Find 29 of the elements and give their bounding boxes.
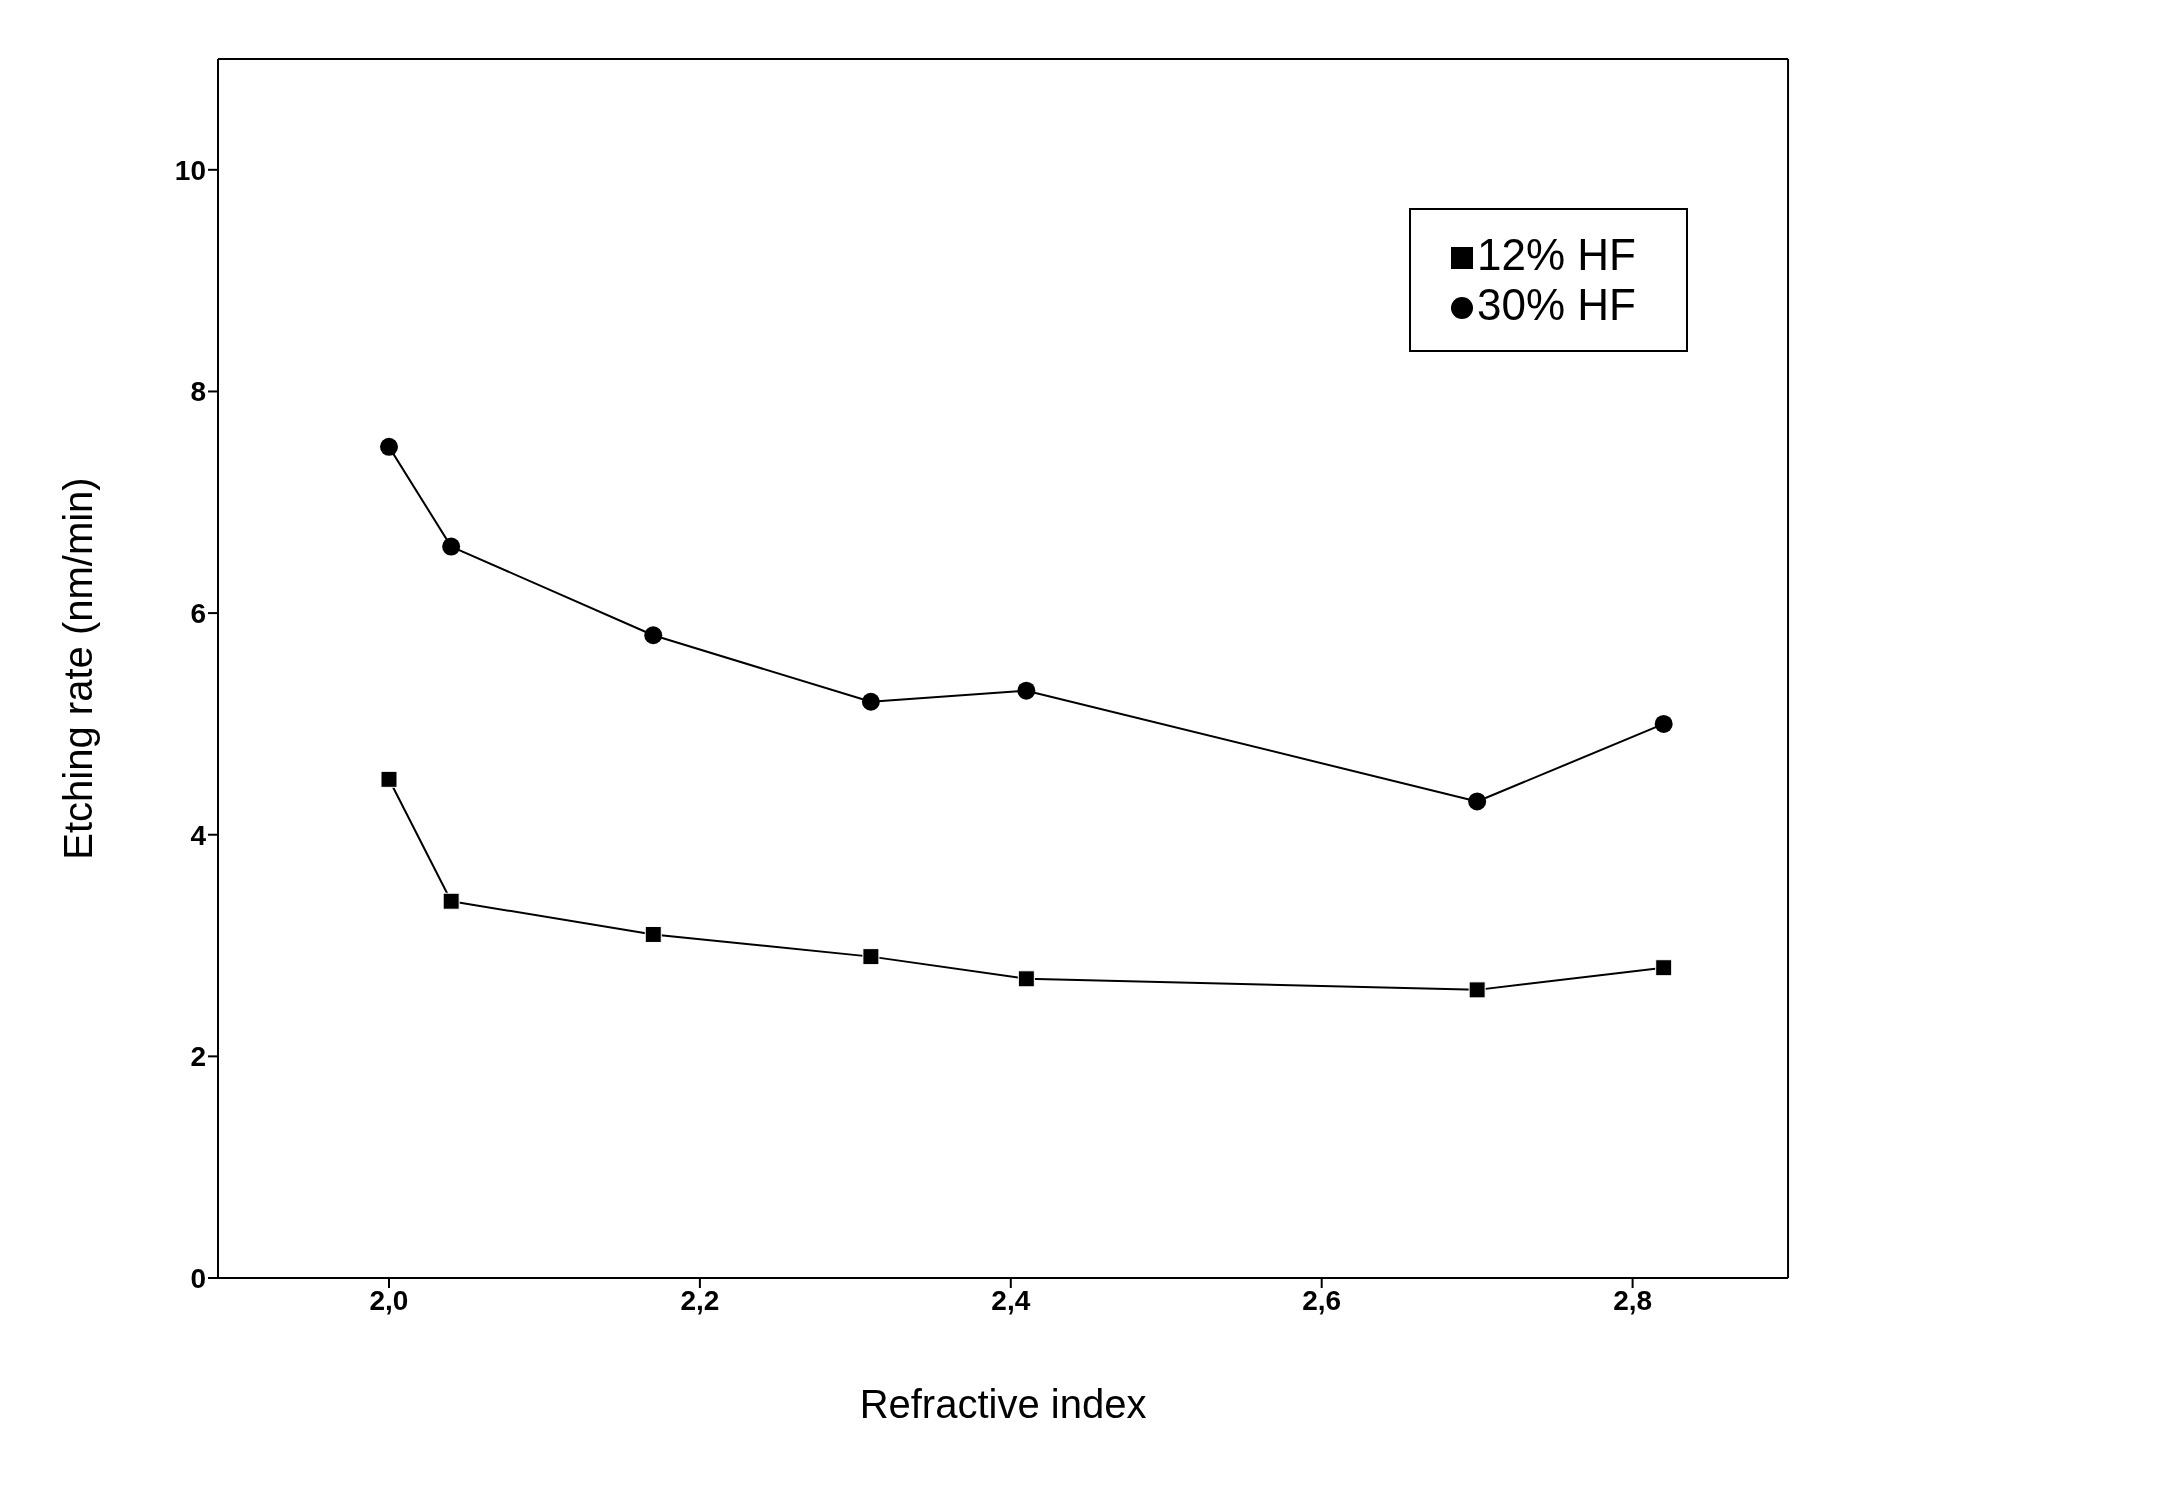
point: [1655, 959, 1673, 977]
point: [1017, 681, 1036, 700]
x-axis-title: Refractive index: [859, 1382, 1147, 1426]
x-tick-label: 2,6: [1302, 1284, 1342, 1316]
y-axis-title: Etching rate (nm/min): [56, 477, 101, 860]
y-tick-label: 2: [190, 1041, 206, 1073]
point: [1654, 714, 1673, 733]
legend-label: 30% HF: [1477, 280, 1636, 329]
point: [644, 925, 662, 943]
point: [861, 692, 880, 711]
point: [442, 537, 461, 556]
point: [644, 626, 663, 645]
point: [1468, 792, 1487, 811]
point: [380, 437, 398, 456]
legend-label: 12% HF: [1477, 230, 1636, 279]
y-tick-label: 0: [190, 1262, 206, 1294]
point: [380, 770, 398, 788]
point: [1017, 970, 1035, 988]
x-tick-label: 2,4: [991, 1284, 1031, 1316]
x-tick-label: 2,8: [1613, 1284, 1653, 1316]
x-tick-label: 2,0: [369, 1284, 409, 1316]
y-tick-label: 6: [190, 598, 206, 630]
point: [442, 892, 460, 910]
point: [1468, 981, 1486, 999]
point: [862, 948, 880, 966]
y-tick-label: 8: [190, 376, 206, 408]
y-tick-label: 10: [174, 154, 206, 186]
x-tick-label: 2,2: [680, 1284, 720, 1316]
y-tick-label: 4: [190, 819, 207, 851]
